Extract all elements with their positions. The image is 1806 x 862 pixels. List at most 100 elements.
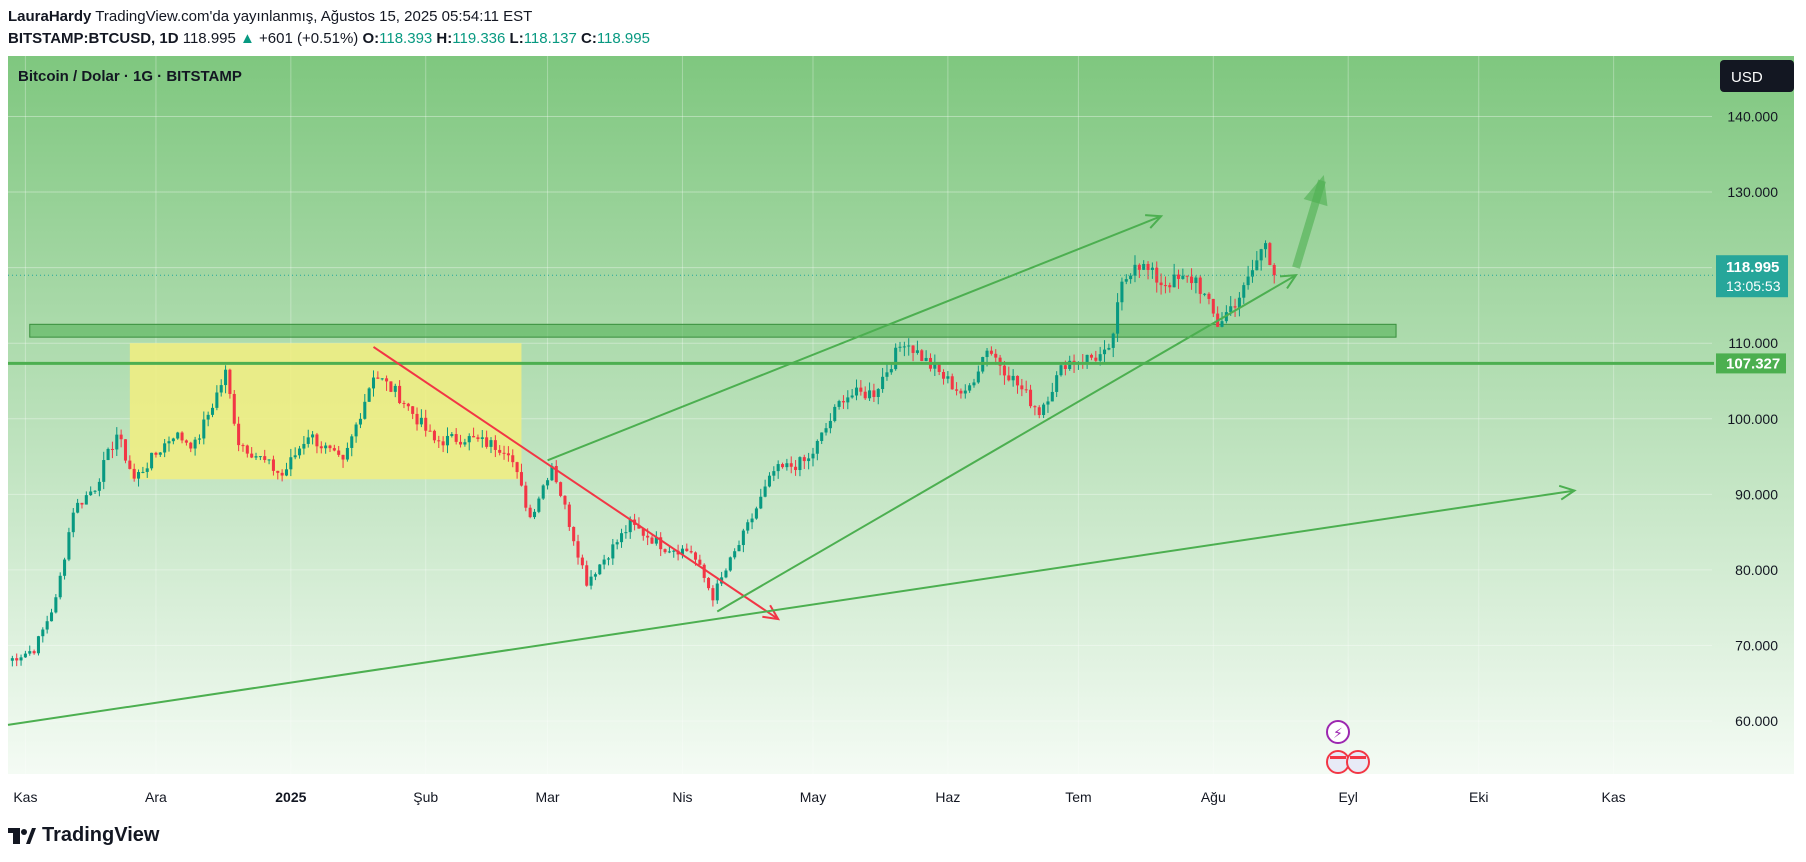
candle-body bbox=[1150, 267, 1154, 270]
candle-body bbox=[445, 435, 450, 446]
candle-body bbox=[193, 439, 197, 449]
candle-body bbox=[432, 430, 436, 441]
candle-body bbox=[1029, 389, 1033, 407]
candle-body bbox=[702, 564, 706, 578]
candle-body bbox=[1163, 285, 1167, 287]
candle-body bbox=[1037, 407, 1041, 416]
close-label: C: bbox=[580, 30, 597, 47]
level-badge: 107.327 bbox=[1716, 353, 1786, 374]
candle-body bbox=[854, 387, 859, 396]
last-price: 118.995 bbox=[182, 30, 236, 47]
author-name[interactable]: LauraHardy bbox=[8, 8, 92, 25]
price-chart[interactable]: 140.000130.000120.000110.000100.00090.00… bbox=[0, 0, 1806, 820]
zone-green-1 bbox=[29, 323, 1397, 338]
candle-body bbox=[89, 491, 93, 496]
us-flag-event-icon[interactable] bbox=[1326, 750, 1350, 774]
candle-body bbox=[1055, 375, 1059, 392]
high-value: 119.336 bbox=[452, 30, 506, 47]
x-tick-label-1: Ara bbox=[145, 789, 167, 805]
y-tick-label-5: 90.000 bbox=[1735, 486, 1778, 502]
x-tick-label-9: Ağu bbox=[1201, 789, 1226, 805]
candle-body bbox=[189, 442, 193, 449]
candle-body bbox=[572, 526, 576, 542]
candle-body bbox=[672, 550, 676, 552]
badge-price: 118.995 bbox=[1726, 259, 1779, 276]
candle-body bbox=[1094, 357, 1098, 361]
candle-body bbox=[1103, 349, 1107, 355]
candle-body bbox=[620, 533, 624, 543]
candle-body bbox=[128, 460, 132, 469]
candle-body bbox=[641, 528, 645, 536]
candle-body bbox=[19, 657, 23, 661]
candle-body bbox=[628, 519, 632, 533]
candle-body bbox=[63, 559, 67, 576]
candle-body bbox=[84, 495, 88, 505]
us-flag-event-icon-2[interactable] bbox=[1346, 750, 1370, 774]
candle-body bbox=[602, 559, 606, 565]
candle-body bbox=[837, 401, 841, 407]
flag-stripe-2 bbox=[1350, 756, 1366, 759]
up-arrow-icon: ▲ bbox=[240, 30, 255, 47]
x-tick-label-4: Mar bbox=[535, 789, 559, 805]
trendline-1 bbox=[547, 215, 1162, 462]
candle-body bbox=[968, 385, 972, 391]
candle-body bbox=[963, 390, 967, 394]
currency-button[interactable]: USD bbox=[1720, 60, 1794, 92]
candle-body bbox=[145, 468, 149, 472]
candle-body bbox=[902, 346, 906, 348]
lightning-event-icon[interactable] bbox=[1326, 720, 1350, 744]
candle-body bbox=[1063, 365, 1067, 369]
x-axis[interactable]: Kas Ara 2025 Şub Mar Nis May Haz Tem Ağu Eyl Eki Kas bbox=[13, 789, 1625, 805]
candle-body bbox=[298, 448, 302, 456]
candle-body bbox=[885, 372, 889, 377]
candle-body bbox=[180, 432, 184, 441]
candle-body bbox=[789, 463, 793, 467]
candle-body bbox=[776, 464, 780, 472]
candle-body bbox=[476, 437, 480, 439]
candle-body bbox=[515, 462, 519, 473]
candle-body bbox=[811, 453, 815, 459]
candle-body bbox=[1107, 347, 1111, 350]
candle-body bbox=[541, 485, 545, 499]
candle-body bbox=[889, 369, 893, 373]
candle-body bbox=[1033, 406, 1037, 408]
candle-body bbox=[263, 456, 267, 460]
candle-body bbox=[315, 434, 319, 447]
candle-body bbox=[380, 378, 384, 380]
candle-body bbox=[1159, 282, 1163, 286]
candle-body bbox=[532, 511, 537, 518]
y-tick-label-7: 70.000 bbox=[1735, 638, 1778, 654]
publish-info: TradingView.com'da yayınlanmış, Ağustos … bbox=[95, 8, 533, 25]
candle-body bbox=[254, 456, 258, 458]
x-tick-label-0: Kas bbox=[13, 789, 37, 805]
candle-body bbox=[450, 434, 454, 436]
candle-body bbox=[911, 345, 915, 353]
candle-body bbox=[311, 434, 315, 438]
candle-body bbox=[872, 390, 876, 397]
trendlines bbox=[7, 174, 1714, 726]
candle-body bbox=[946, 376, 950, 379]
chart-header: LauraHardy TradingView.com'da yayınlanmı… bbox=[8, 6, 650, 50]
candle-body bbox=[419, 417, 423, 425]
candle-body bbox=[767, 475, 771, 487]
candle-body bbox=[654, 537, 658, 544]
tradingview-logo[interactable]: TradingView bbox=[8, 824, 159, 847]
candle-body bbox=[733, 551, 737, 558]
candle-body bbox=[1059, 365, 1063, 376]
candle-body bbox=[367, 388, 371, 402]
candle-body bbox=[402, 403, 406, 405]
projection-arrow-head bbox=[1303, 174, 1328, 207]
y-tick-label-1: 130.000 bbox=[1727, 184, 1778, 200]
candle-body bbox=[1124, 279, 1128, 282]
candle-body bbox=[15, 658, 19, 661]
candle-body bbox=[1211, 298, 1215, 314]
candle-body bbox=[915, 350, 919, 353]
candle-body bbox=[132, 468, 136, 479]
lightning-glyph: ⚡ bbox=[1333, 726, 1343, 742]
candle-body bbox=[1185, 275, 1189, 277]
candle-body bbox=[250, 453, 254, 458]
candle-body bbox=[45, 621, 49, 630]
event-icons[interactable]: ⚡ bbox=[1326, 720, 1370, 774]
candle-body bbox=[1007, 375, 1011, 381]
candle-body bbox=[698, 559, 702, 565]
